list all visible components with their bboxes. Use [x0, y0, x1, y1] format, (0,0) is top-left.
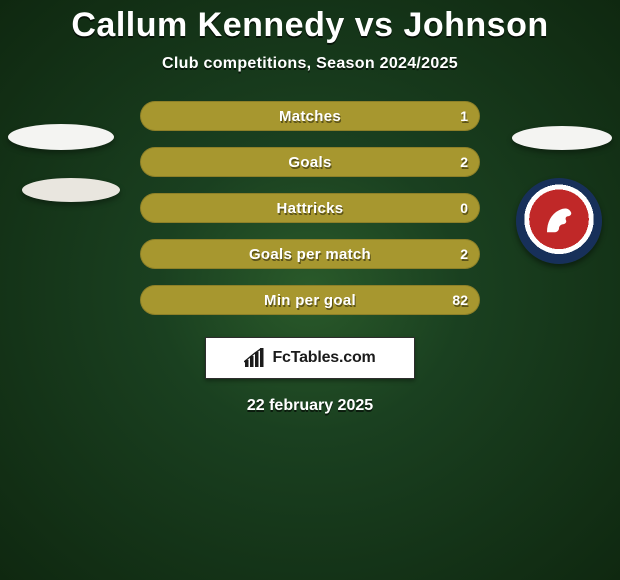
stat-row-min-per-goal: Min per goal 82	[140, 285, 480, 315]
player-left-avatar-placeholder-2	[22, 178, 120, 202]
stat-right-value: 1	[460, 108, 468, 124]
stat-row-matches: Matches 1	[140, 101, 480, 131]
stat-row-goals: Goals 2	[140, 147, 480, 177]
stat-row-hattricks: Hattricks 0	[140, 193, 480, 223]
page-title: Callum Kennedy vs Johnson	[0, 0, 620, 45]
stat-label: Matches	[279, 108, 341, 125]
page-subtitle: Club competitions, Season 2024/2025	[0, 55, 620, 73]
stat-label: Goals per match	[249, 246, 371, 263]
horse-icon	[539, 200, 579, 240]
footer-date: 22 february 2025	[0, 397, 620, 415]
bar-chart-icon	[244, 348, 266, 368]
stats-list: Matches 1 Goals 2 Hattricks 0 Goals per …	[140, 101, 480, 315]
player-left-avatar-placeholder-1	[8, 124, 114, 150]
stat-right-value: 82	[452, 292, 468, 308]
player-right-avatar-placeholder-1	[512, 126, 612, 150]
stat-label: Hattricks	[277, 200, 344, 217]
stat-right-value: 2	[460, 154, 468, 170]
stat-row-goals-per-match: Goals per match 2	[140, 239, 480, 269]
stat-label: Goals	[288, 154, 331, 171]
brand-box[interactable]: FcTables.com	[205, 337, 415, 379]
stat-right-value: 0	[460, 200, 468, 216]
stat-label: Min per goal	[264, 292, 356, 309]
brand-text: FcTables.com	[272, 349, 375, 367]
club-badge	[516, 178, 602, 264]
stat-right-value: 2	[460, 246, 468, 262]
